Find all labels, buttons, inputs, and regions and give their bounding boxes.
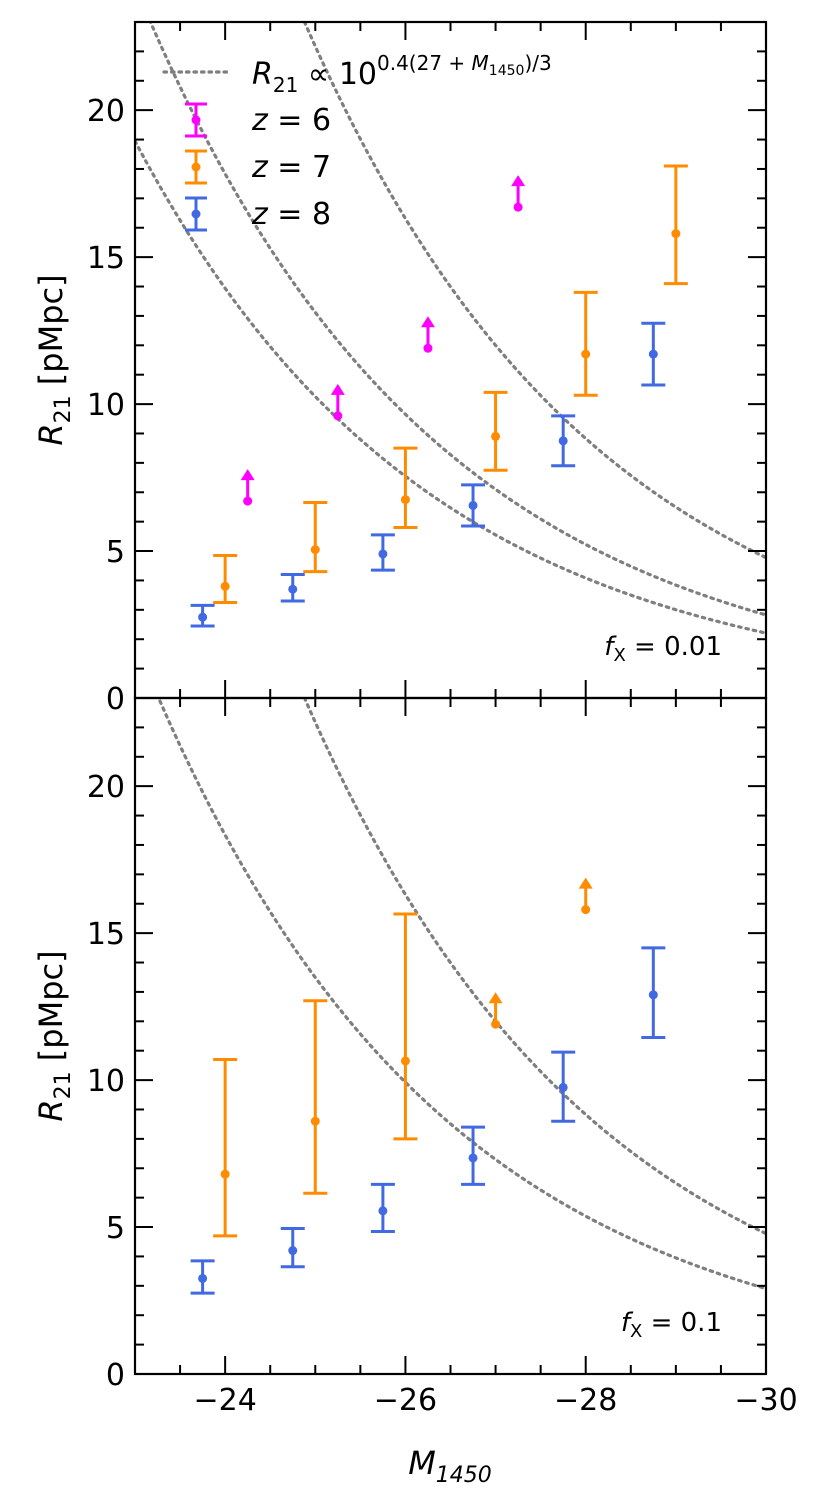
x-tick-label: −24: [193, 1383, 256, 1418]
data-point: [378, 1206, 388, 1216]
x-tick-label: −26: [374, 1383, 437, 1418]
data-point: [581, 349, 591, 359]
model-curve-z7: [148, 22, 766, 617]
lower-limit-arrow-head: [420, 316, 435, 328]
data-point: [220, 581, 230, 591]
data-point: [288, 584, 298, 594]
lower-limit-arrow-head: [330, 383, 345, 395]
series-z7: [213, 164, 688, 604]
lower-limit-arrow-head: [511, 175, 526, 187]
legend-entry-z8: z = 8: [185, 196, 331, 232]
data-point: [468, 500, 478, 510]
y-tick-label: 15: [87, 241, 125, 276]
y-tick-label: 5: [106, 535, 125, 570]
data-point: [378, 549, 388, 559]
legend-entry-z6: z = 6: [185, 102, 331, 138]
data-point: [491, 431, 501, 441]
legend-marker-point: [191, 162, 201, 172]
ticks: [134, 698, 767, 1375]
panel-label: fX = 0.1: [621, 1308, 722, 1342]
data-point: [333, 411, 343, 421]
data-point: [491, 1019, 501, 1029]
plot-frame: [133, 20, 768, 700]
plot-frame: [133, 696, 768, 1376]
data-point: [423, 343, 433, 353]
data-point: [671, 229, 681, 239]
data-point: [288, 1246, 298, 1256]
data-point: [400, 1056, 410, 1066]
x-tick-labels: −24 −26 −28 −30: [193, 1383, 797, 1418]
data-point: [220, 1169, 230, 1179]
data-point: [400, 495, 410, 505]
model-curves: [135, 22, 766, 635]
data-point: [513, 202, 523, 212]
data-point: [243, 496, 253, 506]
data-point: [558, 1082, 568, 1092]
lower-limit-arrow-head: [578, 877, 593, 889]
y-tick-label: 15: [87, 917, 125, 952]
panel-label: fX = 0.01: [604, 632, 722, 666]
legend-marker-point: [191, 209, 201, 219]
series-z8: [190, 321, 666, 628]
model-curve-z6: [302, 22, 766, 560]
x-axis-title: M1450: [408, 1444, 492, 1488]
model-curve-z7: [302, 698, 766, 1236]
legend-label: z = 7: [251, 150, 331, 185]
series-z8: [190, 946, 666, 1295]
legend-label: z = 6: [251, 103, 331, 138]
data-point: [581, 905, 591, 915]
y-axis-title: R21 [pMpc]: [32, 274, 76, 445]
series-z6-limits: [240, 175, 526, 506]
data-point: [558, 436, 568, 446]
legend-entry-z7: z = 7: [185, 149, 331, 185]
y-tick-label: 10: [87, 388, 125, 423]
y-axis-title: R21 [pMpc]: [32, 950, 76, 1121]
legend-marker-point: [191, 115, 201, 125]
panel-bottom: 0 5 10 15 20 R21 [pMpc] fX = 0.1: [32, 696, 768, 1393]
y-tick-label: 20: [87, 94, 125, 129]
y-tick-label: 5: [106, 1211, 125, 1246]
data-point: [648, 349, 658, 359]
data-point: [468, 1153, 478, 1163]
panel-top: 0 5 10 15 20 R21 [pMpc] fX = 0.01: [32, 20, 768, 717]
y-tick-label: 20: [87, 770, 125, 805]
model-curve-z8: [135, 139, 766, 635]
y-tick-label: 10: [87, 1064, 125, 1099]
model-curve-z8: [156, 698, 766, 1291]
x-tick-label: −28: [554, 1383, 617, 1418]
data-point: [648, 990, 658, 1000]
lower-limit-arrow-head: [240, 469, 255, 481]
data-point: [198, 612, 208, 622]
ticks: [134, 22, 767, 699]
data-point: [198, 1273, 208, 1283]
legend-label: z = 8: [251, 197, 331, 232]
lower-limit-arrow-head: [488, 992, 503, 1004]
y-tick-label: 0: [106, 682, 125, 717]
y-tick-label: 0: [106, 1358, 125, 1393]
series-z7-limits: [488, 877, 593, 1029]
model-curves: [156, 698, 766, 1291]
series-z7: [213, 912, 418, 1238]
legend: R21 ∝ 100.4(27 + M1450)/3 z = 6 z = 7 z = 8: [162, 51, 552, 232]
x-tick-label: −30: [734, 1383, 797, 1418]
legend-model-label: R21 ∝ 100.4(27 + M1450)/3: [252, 51, 552, 97]
data-point: [310, 545, 320, 555]
data-point: [310, 1116, 320, 1126]
